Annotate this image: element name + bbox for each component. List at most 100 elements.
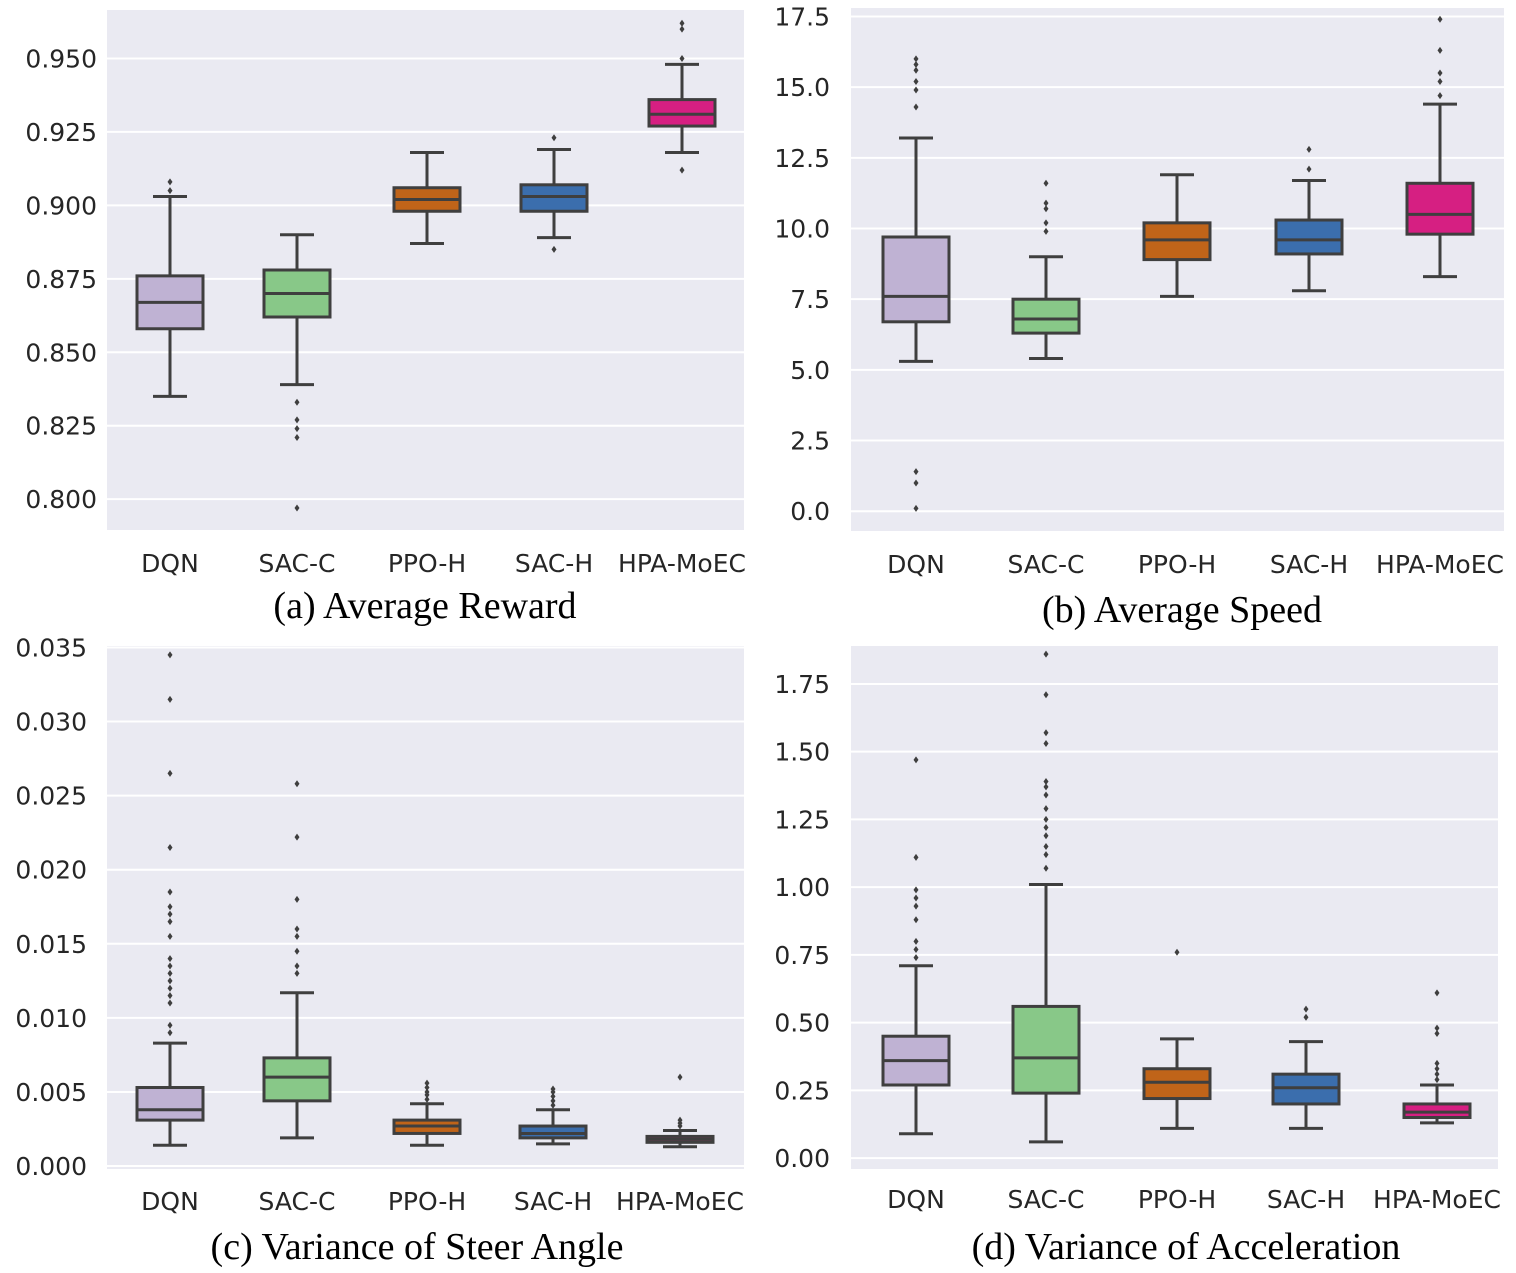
x-tick-label: DQN — [887, 1185, 945, 1214]
outlier-point — [167, 910, 173, 918]
outlier-point — [167, 977, 173, 985]
y-tick-labels: 0.0 2.5 5.0 7.5 10.0 12.5 15.0 17.5 — [774, 2, 830, 526]
box-sac-h — [518, 1085, 588, 1146]
outlier-point — [294, 962, 300, 970]
box-ppo-h — [392, 1079, 462, 1147]
y-tick-label: 15.0 — [774, 73, 830, 102]
x-tick-label: PPO-H — [1138, 550, 1216, 579]
x-tick-label: PPO-H — [388, 549, 466, 578]
outlier-point — [1043, 805, 1049, 813]
outlier-point — [1043, 783, 1049, 791]
boxes — [135, 651, 715, 1149]
iqr-box — [881, 235, 951, 324]
box-hpa-moec — [645, 1073, 715, 1149]
outlier-point — [913, 916, 919, 924]
x-tick-label: HPA-MoEC — [1376, 550, 1504, 579]
outlier-point — [1434, 1070, 1440, 1078]
outlier-point — [550, 1097, 556, 1105]
y-tick-label: 0.50 — [774, 1009, 830, 1038]
y-tick-label: 0.850 — [25, 338, 97, 367]
y-tick-label: 0.875 — [25, 265, 97, 294]
box-dqn — [881, 756, 951, 1136]
outlier-point — [677, 1073, 683, 1081]
box-sac-c — [1011, 650, 1081, 1144]
outlier-point — [913, 78, 919, 86]
outlier-point — [167, 969, 173, 977]
box-sac-h — [1271, 1005, 1341, 1130]
y-tick-label: 0.035 — [15, 633, 87, 662]
outlier-point — [913, 886, 919, 894]
outlier-point — [1434, 1076, 1440, 1084]
x-tick-label: SAC-H — [1267, 1185, 1345, 1214]
box-hpa-moec — [1405, 15, 1475, 279]
panel-average-speed: 0.0 2.5 5.0 7.5 10.0 12.5 15.0 17.5 DQN SAC-C PPO… — [774, 2, 1504, 631]
panel-caption: (c) Variance of Steer Angle — [211, 1226, 624, 1268]
outlier-point — [913, 61, 919, 69]
y-tick-label: 0.015 — [15, 930, 87, 959]
box-ppo-h — [1142, 173, 1212, 298]
iqr-box — [1011, 297, 1081, 335]
y-tick-label: 2.5 — [790, 427, 830, 456]
outlier-point — [913, 946, 919, 954]
outlier-point — [550, 1085, 556, 1093]
x-tick-label: PPO-H — [1138, 1185, 1216, 1214]
y-tick-label: 17.5 — [774, 2, 830, 31]
outlier-point — [913, 468, 919, 476]
gridlines — [851, 15, 1504, 513]
x-tick-label: SAC-C — [1008, 550, 1085, 579]
outlier-point — [1434, 1030, 1440, 1038]
outlier-point — [913, 55, 919, 63]
x-tick-label: PPO-H — [388, 1187, 466, 1216]
outlier-point — [1043, 851, 1049, 859]
outlier-point — [294, 932, 300, 940]
outlier-point — [913, 853, 919, 861]
box-hpa-moec — [647, 19, 717, 174]
x-tick-labels: DQN SAC-C PPO-H SAC-H HPA-MoEC — [887, 550, 1504, 579]
outlier-point — [1437, 46, 1443, 54]
outlier-point — [424, 1095, 430, 1103]
outlier-point — [167, 903, 173, 911]
y-tick-label: 0.950 — [25, 44, 97, 73]
outlier-point — [1434, 1065, 1440, 1073]
outlier-point — [1434, 1059, 1440, 1067]
x-tick-label: SAC-C — [259, 549, 336, 578]
outlier-point — [167, 992, 173, 1000]
outlier-point — [550, 1092, 556, 1100]
outlier-point — [424, 1084, 430, 1092]
x-tick-label: SAC-C — [259, 1187, 336, 1216]
panel-caption: (b) Average Speed — [1042, 589, 1322, 631]
outlier-point — [294, 947, 300, 955]
y-tick-label: 0.25 — [774, 1076, 830, 1105]
outlier-point — [677, 1116, 683, 1124]
boxes — [881, 650, 1472, 1144]
y-tick-label: 0.010 — [15, 1004, 87, 1033]
y-tick-label: 5.0 — [790, 356, 830, 385]
outlier-point — [167, 984, 173, 992]
y-tick-label: 0.000 — [15, 1152, 87, 1181]
outlier-point — [294, 895, 300, 903]
outlier-point — [679, 54, 685, 62]
panel-caption: (d) Variance of Acceleration — [972, 1226, 1401, 1268]
y-tick-label: 1.50 — [774, 738, 830, 767]
outlier-point — [913, 902, 919, 910]
panel-average-reward: 0.800 0.825 0.850 0.875 0.900 0.925 0.950 DQN S… — [25, 10, 746, 627]
outlier-point — [913, 954, 919, 962]
outlier-point — [551, 245, 557, 253]
outlier-point — [913, 103, 919, 111]
outlier-point — [550, 1101, 556, 1109]
outlier-point — [1174, 948, 1180, 956]
outlier-point — [1043, 824, 1049, 832]
outlier-point — [1043, 179, 1049, 187]
y-tick-label: 0.030 — [15, 708, 87, 737]
outlier-point — [1043, 791, 1049, 799]
outlier-point — [1043, 650, 1049, 658]
y-tick-label: 0.020 — [15, 856, 87, 885]
y-tick-label: 12.5 — [774, 144, 830, 173]
outlier-point — [1437, 15, 1443, 23]
outlier-point — [1043, 740, 1049, 748]
y-tick-label: 0.005 — [15, 1078, 87, 1107]
box-ppo-h — [392, 150, 462, 246]
y-tick-label: 0.025 — [15, 782, 87, 811]
x-tick-label: HPA-MoEC — [618, 549, 746, 578]
box-dqn — [881, 55, 951, 512]
